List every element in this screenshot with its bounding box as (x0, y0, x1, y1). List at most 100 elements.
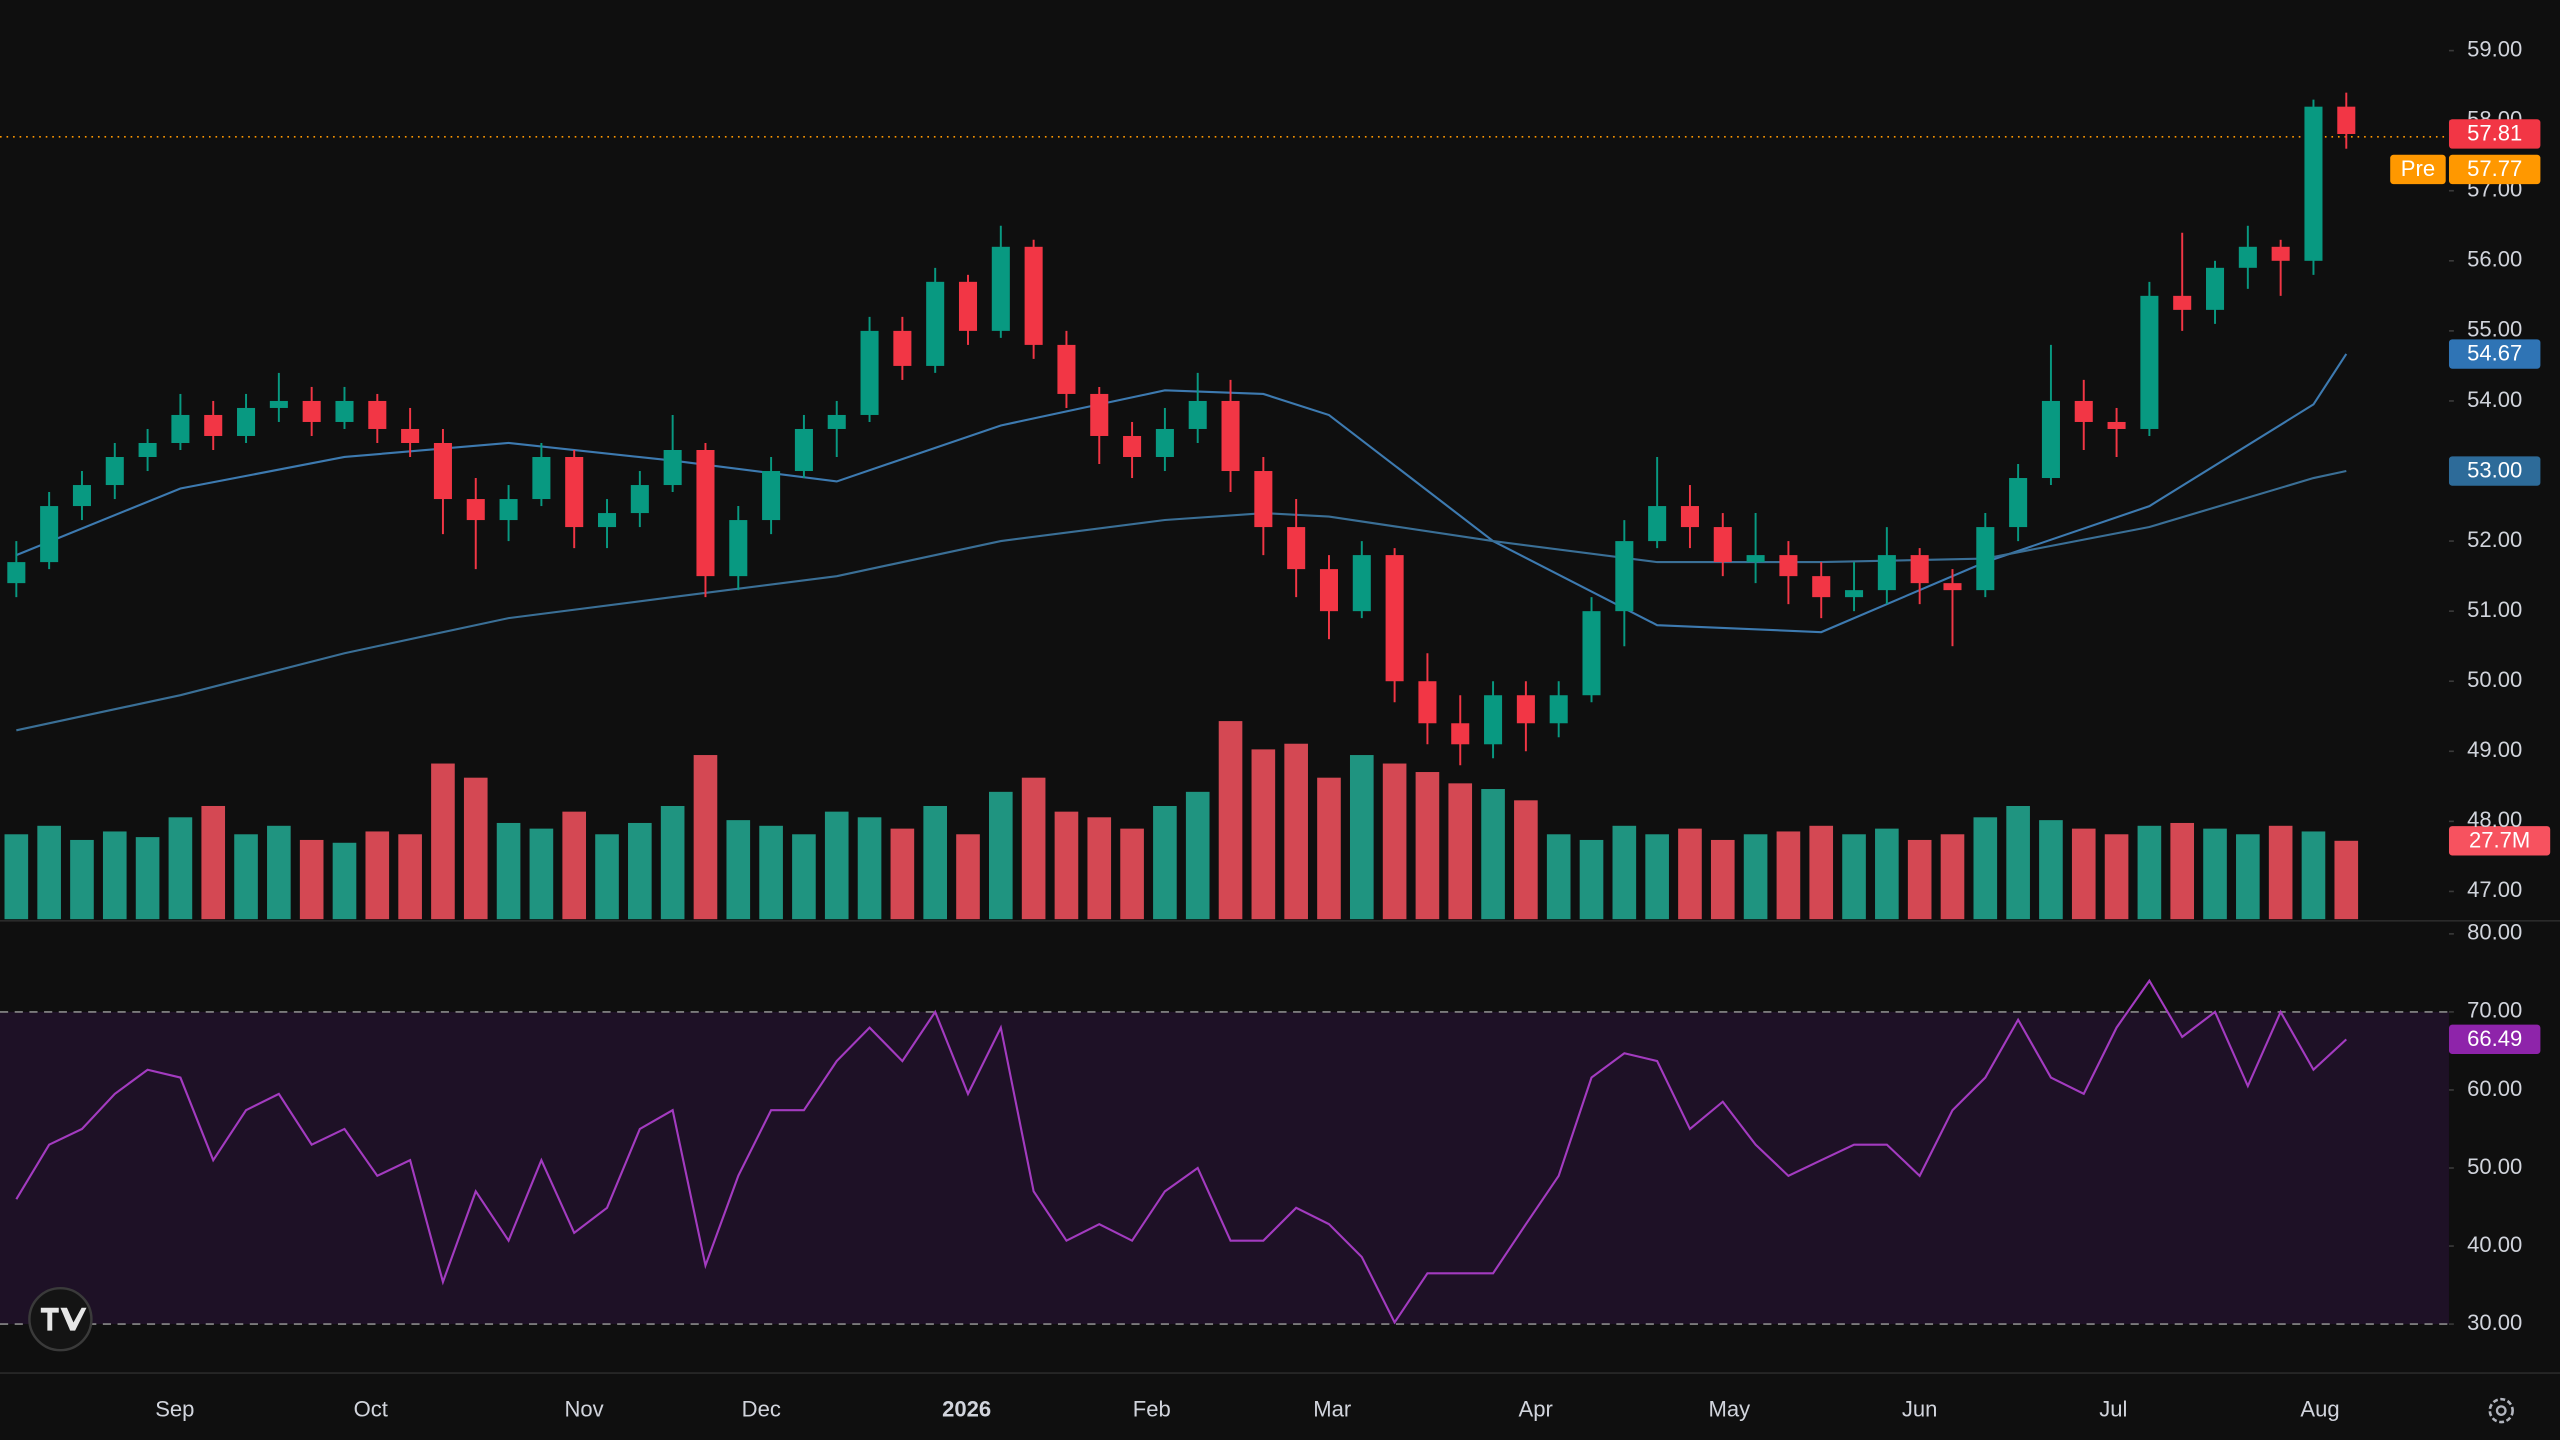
candle-body (1615, 541, 1634, 612)
volume-bar (1021, 777, 1046, 920)
y-tick-label: 80.00 (2467, 920, 2522, 945)
volume-bar (1514, 800, 1538, 920)
candle-body (1976, 527, 1995, 591)
x-tick-label: Jun (1902, 1396, 1938, 1421)
candle-body (1943, 583, 1962, 591)
last-value-label: 66.49 (2467, 1026, 2522, 1051)
settings-button[interactable] (2488, 1397, 2514, 1424)
candle-body (1418, 681, 1437, 724)
ma-badge (2448, 339, 2541, 369)
candle-body (991, 246, 1010, 331)
volume-bar (595, 834, 619, 920)
volume-bar (2071, 828, 2096, 920)
volume-bar (2170, 822, 2195, 920)
candle-body (499, 499, 518, 521)
volume-bar (4, 834, 29, 920)
volume-bar (529, 828, 554, 920)
candle-body (2173, 295, 2192, 310)
rsi-line (15, 978, 2348, 1325)
y-tick-label: 30.00 (2467, 1310, 2522, 1335)
candle-body (663, 450, 682, 486)
y-tick-label: 54.00 (2467, 387, 2522, 412)
x-tick-label: Sep (155, 1396, 194, 1421)
x-tick-label: Oct (354, 1396, 388, 1421)
volume-bar (1973, 817, 1998, 920)
candle-body (926, 281, 945, 366)
candle-body (2238, 246, 2257, 268)
logo (28, 1286, 93, 1352)
candle-body (7, 562, 26, 584)
volume-bar (628, 822, 652, 920)
candle-body (1845, 590, 1864, 598)
volume-bar (2236, 834, 2260, 920)
volume-bar (1087, 817, 1112, 920)
candle-body (1648, 506, 1667, 542)
volume-bar (496, 822, 521, 920)
volume-bar (693, 755, 718, 920)
volume-bar (365, 831, 390, 920)
gear-icon[interactable] (2488, 1397, 2514, 1424)
volume-bar (2301, 831, 2326, 920)
candle-body (532, 457, 551, 500)
candle-body (2009, 478, 2028, 528)
volume-bar (956, 834, 980, 920)
volume-bar (234, 834, 258, 920)
volume-bar (726, 820, 751, 920)
candle-body (1188, 400, 1207, 429)
y-tick-label: 49.00 (2467, 737, 2522, 762)
volume-bar (1481, 789, 1505, 920)
candle-body (696, 450, 715, 577)
volume-bar (1185, 791, 1210, 920)
volume-bar (1875, 828, 1899, 920)
x-tick-label: Feb (1133, 1396, 1171, 1421)
candle-body (237, 407, 256, 436)
candle-body (1746, 555, 1765, 563)
candle-body (958, 281, 978, 331)
volume-bar (463, 777, 488, 920)
volume-bar (431, 763, 455, 920)
ma-badge (2448, 456, 2541, 486)
candle-body (1024, 246, 1043, 345)
volume-bar (201, 805, 226, 920)
candle-body (2337, 106, 2356, 134)
volume-bar (1153, 805, 1177, 920)
candle-body (302, 400, 321, 422)
volume-bar (1645, 834, 1669, 920)
candle-body (2271, 246, 2290, 261)
candle-body (2205, 267, 2225, 310)
candle-body (1516, 695, 1535, 724)
candle-body (368, 400, 387, 429)
y-tick-label: 48.00 (2467, 807, 2522, 832)
x-tick-label: Apr (1519, 1396, 1553, 1421)
candle-body (2140, 295, 2159, 429)
volume-bar (135, 837, 160, 920)
candle-body (1680, 506, 1699, 528)
candle-body (2041, 400, 2060, 479)
candle-body (565, 457, 584, 528)
candle-body (1385, 555, 1404, 682)
volume-bar (2039, 820, 2063, 920)
volume-bar (37, 825, 61, 920)
x-tick-label: Jul (2099, 1396, 2127, 1421)
y-tick-label: 59.00 (2467, 36, 2522, 61)
volume-bar (1678, 828, 1702, 920)
candle-body (1123, 435, 1142, 458)
candle-body (1713, 527, 1732, 563)
candle-body (105, 457, 124, 486)
candle-body (1910, 555, 1929, 584)
gear-center[interactable] (2495, 1405, 2507, 1417)
volume-bar (332, 842, 357, 920)
y-tick-label: 70.00 (2467, 998, 2522, 1023)
volume-bar (1251, 749, 1276, 920)
x-tick-label: May (1709, 1396, 1751, 1421)
premarket-tag (2390, 154, 2446, 185)
volume-bar (1579, 839, 1604, 920)
volume-bar (2137, 825, 2162, 920)
y-tick-label: 40.00 (2467, 1232, 2522, 1257)
volume-bar (1317, 777, 1341, 920)
candle-body (2074, 400, 2093, 422)
last-price-badge (2448, 119, 2541, 149)
volume-bar (1546, 834, 1571, 920)
volume-bar (1776, 831, 1801, 920)
volume-bar (1743, 834, 1768, 920)
